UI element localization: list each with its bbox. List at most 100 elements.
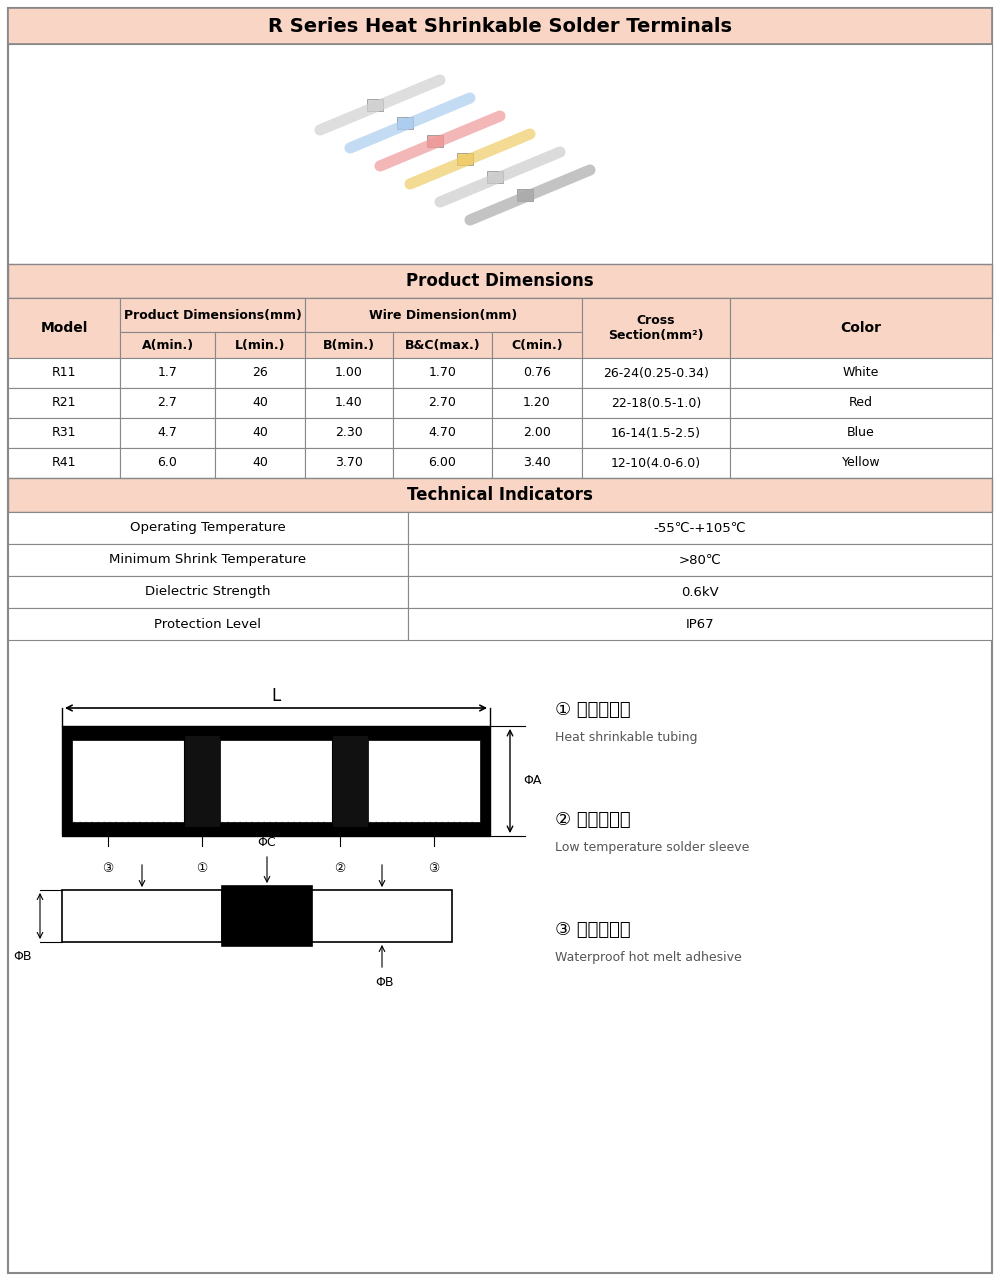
Bar <box>730 418 992 448</box>
Text: >80℃: >80℃ <box>679 553 721 566</box>
Text: R Series Heat Shrinkable Solder Terminals: R Series Heat Shrinkable Solder Terminal… <box>268 17 732 36</box>
Text: L(min.): L(min.) <box>235 338 285 351</box>
Bar <box>582 298 730 357</box>
Bar <box>8 388 120 418</box>
Text: ③: ③ <box>428 862 440 875</box>
Bar <box>517 190 533 201</box>
Text: 6.00: 6.00 <box>429 456 456 470</box>
Bar <box>215 332 305 357</box>
Bar <box>8 576 408 608</box>
Bar <box>408 512 992 544</box>
Bar <box>457 152 473 165</box>
Text: 1.20: 1.20 <box>523 397 551 410</box>
Bar <box>730 448 992 478</box>
Text: Waterproof hot melt adhesive: Waterproof hot melt adhesive <box>555 952 742 965</box>
Text: IP67: IP67 <box>686 617 714 630</box>
Text: 26-24(0.25-0.34): 26-24(0.25-0.34) <box>603 366 709 379</box>
Bar <box>215 357 305 388</box>
Bar <box>393 388 492 418</box>
Bar <box>215 448 305 478</box>
Text: Model: Model <box>40 322 88 336</box>
Bar <box>184 735 220 828</box>
Text: 6.0: 6.0 <box>158 456 177 470</box>
Bar <box>215 388 305 418</box>
Bar <box>305 418 393 448</box>
Bar <box>332 735 368 828</box>
Bar <box>367 99 383 111</box>
Bar <box>730 298 992 357</box>
Text: 3.70: 3.70 <box>335 456 363 470</box>
Text: R21: R21 <box>52 397 76 410</box>
Text: 1.40: 1.40 <box>335 397 363 410</box>
Bar <box>730 357 992 388</box>
Text: 1.7: 1.7 <box>158 366 177 379</box>
Text: R31: R31 <box>52 427 76 439</box>
Text: 22-18(0.5-1.0): 22-18(0.5-1.0) <box>611 397 701 410</box>
Bar <box>312 890 452 942</box>
Bar <box>305 357 393 388</box>
Bar <box>8 512 408 544</box>
Bar <box>120 448 215 478</box>
Bar <box>393 332 492 357</box>
Bar <box>368 740 480 822</box>
Bar <box>492 388 582 418</box>
Bar <box>397 117 413 129</box>
Text: Color: Color <box>840 322 882 336</box>
Bar <box>393 418 492 448</box>
Bar <box>120 298 305 332</box>
Bar <box>8 448 120 478</box>
Text: A(min.): A(min.) <box>141 338 194 351</box>
Bar <box>120 388 215 418</box>
Text: L: L <box>271 687 281 705</box>
Bar <box>8 264 992 298</box>
Bar <box>8 608 408 640</box>
Bar <box>492 332 582 357</box>
Text: 2.30: 2.30 <box>335 427 363 439</box>
Bar <box>305 332 393 357</box>
Text: ①: ① <box>196 862 208 875</box>
Bar <box>8 544 408 576</box>
Bar <box>492 357 582 388</box>
Bar <box>408 576 992 608</box>
Text: 16-14(1.5-2.5): 16-14(1.5-2.5) <box>611 427 701 439</box>
Bar <box>408 544 992 576</box>
Bar <box>222 886 312 945</box>
Text: 2.70: 2.70 <box>429 397 456 410</box>
Text: Technical Indicators: Technical Indicators <box>407 485 593 503</box>
Bar <box>427 135 443 147</box>
Text: R41: R41 <box>52 456 76 470</box>
Bar <box>8 8 992 44</box>
Bar <box>220 740 332 822</box>
Bar <box>492 418 582 448</box>
Bar <box>305 448 393 478</box>
Bar <box>582 418 730 448</box>
Bar <box>8 298 992 332</box>
Text: Product Dimensions: Product Dimensions <box>406 272 594 290</box>
Text: Heat shrinkable tubing: Heat shrinkable tubing <box>555 731 698 744</box>
Text: Minimum Shrink Temperature: Minimum Shrink Temperature <box>109 553 307 566</box>
Bar <box>730 388 992 418</box>
Bar <box>305 298 582 332</box>
Text: Wire Dimension(mm): Wire Dimension(mm) <box>369 309 518 322</box>
Bar <box>120 332 215 357</box>
Text: 40: 40 <box>252 427 268 439</box>
Bar <box>393 448 492 478</box>
Text: 4.70: 4.70 <box>429 427 456 439</box>
Text: Dielectric Strength: Dielectric Strength <box>145 585 271 598</box>
Text: ΦA: ΦA <box>523 775 541 788</box>
Text: 4.7: 4.7 <box>158 427 177 439</box>
Text: 40: 40 <box>252 397 268 410</box>
Text: Yellow: Yellow <box>842 456 880 470</box>
Bar <box>408 608 992 640</box>
Bar <box>582 448 730 478</box>
Text: Blue: Blue <box>847 427 875 439</box>
Text: C(min.): C(min.) <box>511 338 563 351</box>
Bar <box>305 388 393 418</box>
Bar <box>492 448 582 478</box>
Text: 12-10(4.0-6.0): 12-10(4.0-6.0) <box>611 456 701 470</box>
Text: 26: 26 <box>252 366 268 379</box>
Text: B&C(max.): B&C(max.) <box>405 338 480 351</box>
Text: -55℃-+105℃: -55℃-+105℃ <box>654 521 746 534</box>
Bar <box>62 726 490 836</box>
Text: Cross
Section(mm²): Cross Section(mm²) <box>608 314 704 342</box>
